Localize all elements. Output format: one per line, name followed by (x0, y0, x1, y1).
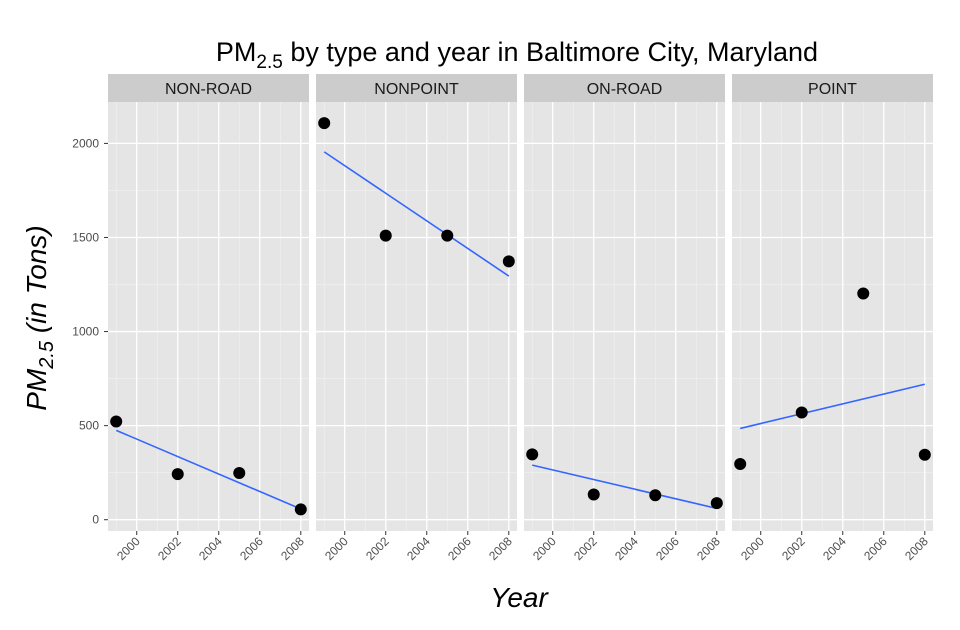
facet-panel-on-road: ON-ROAD 2000 2002 2004 2006 2008 (524, 74, 725, 563)
data-point (294, 503, 307, 516)
facet-strip-label: NON-ROAD (165, 81, 252, 98)
y-tick-label: 2000 (72, 136, 99, 150)
x-tick-label: 2004 (196, 534, 225, 563)
data-point (441, 229, 454, 242)
data-point (857, 287, 870, 300)
x-tick-label: 2004 (820, 534, 849, 563)
x-tick-label: 2004 (612, 534, 641, 563)
y-axis-title: PM2.5 (in Tons) (21, 225, 58, 411)
data-point (502, 255, 515, 268)
data-point (587, 488, 600, 501)
facet-panel-non-road: NON-ROAD 2000 2002 2004 2006 2008 (108, 74, 309, 563)
facet-strip (108, 74, 309, 102)
x-tick-label: 2002 (779, 534, 808, 563)
x-axis-title: Year (490, 582, 549, 613)
plot-background (108, 102, 309, 531)
plot-background (524, 102, 725, 531)
x-tick-label: 2000 (530, 534, 559, 563)
trend-line (532, 464, 717, 510)
x-tick-label: 2000 (114, 534, 143, 563)
data-point (526, 448, 539, 461)
facet-strip (316, 74, 517, 102)
trend-line (740, 383, 925, 430)
x-tick-label: 2002 (363, 534, 392, 563)
x-tick-label: 2008 (694, 534, 723, 563)
data-point (649, 489, 662, 502)
chart-title-rest: by type and year in Baltimore City, Mary… (283, 37, 818, 67)
y-axis-title-subscript: 2.5 (36, 340, 58, 370)
data-point (918, 448, 931, 461)
y-axis-title-rest: (in Tons) (21, 225, 52, 341)
x-tick-label: 2008 (486, 534, 515, 563)
x-tick-label: 2006 (861, 534, 890, 563)
plot-background (316, 102, 517, 531)
x-tick-label: 2000 (738, 534, 767, 563)
trend-line (323, 151, 510, 277)
x-tick-label: 2008 (278, 534, 307, 563)
data-point (710, 497, 723, 510)
facet-panels: NON-ROAD 2000 2002 2004 2006 2008 NONPOINT 2000… (108, 74, 933, 563)
facet-strip-label: NONPOINT (374, 81, 459, 98)
data-point (734, 458, 747, 471)
y-tick-label: 0 (92, 513, 99, 527)
y-axis: 0 500 1000 1500 2000 (72, 136, 108, 527)
plot-background (732, 102, 933, 531)
facet-strip (732, 74, 933, 102)
data-point (171, 468, 184, 481)
trend-line (115, 429, 302, 510)
facet-strip (524, 74, 725, 102)
data-point (110, 415, 123, 428)
facet-strip-label: POINT (808, 81, 857, 98)
y-tick-label: 1000 (72, 325, 99, 339)
facet-strip-label: ON-ROAD (587, 81, 663, 98)
y-tick-label: 500 (79, 419, 99, 433)
data-point (318, 117, 331, 130)
y-tick-label: 1500 (72, 230, 99, 244)
x-tick-label: 2000 (322, 534, 351, 563)
data-point (233, 467, 246, 480)
chart-title-subscript: 2.5 (256, 52, 282, 73)
facet-panel-nonpoint: NONPOINT 2000 2002 2004 2006 2008 (316, 74, 517, 563)
chart-title: PM2.5 by type and year in Baltimore City… (216, 37, 818, 73)
data-point (379, 229, 392, 242)
x-tick-label: 2006 (653, 534, 682, 563)
data-point (795, 406, 808, 419)
x-tick-label: 2008 (902, 534, 931, 563)
x-tick-label: 2006 (445, 534, 474, 563)
x-tick-label: 2002 (155, 534, 184, 563)
facet-panel-point: POINT 2000 2002 2004 2006 2008 (732, 74, 933, 563)
x-tick-label: 2004 (404, 534, 433, 563)
x-tick-label: 2002 (571, 534, 600, 563)
x-tick-label: 2006 (237, 534, 266, 563)
